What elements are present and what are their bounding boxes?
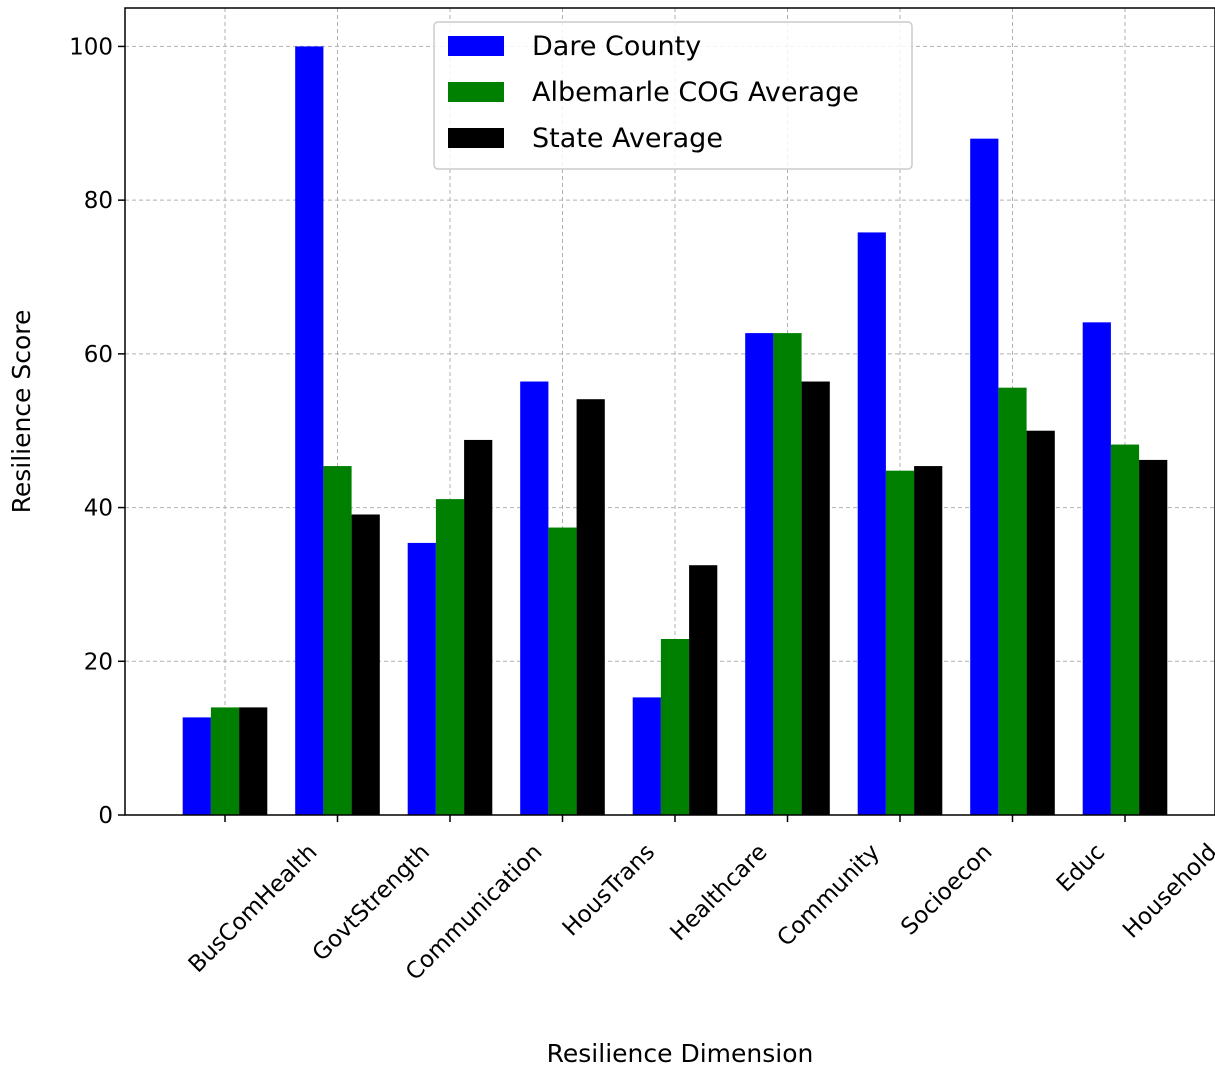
plot-frame <box>124 7 1215 816</box>
bar <box>885 470 915 815</box>
y-axis-label: Resilience Score <box>7 310 36 514</box>
x-tick-label: Educ <box>1052 839 1110 897</box>
x-tick-label: Healthcare <box>666 839 773 946</box>
bar <box>914 466 943 815</box>
bar <box>773 333 802 815</box>
y-tick-label: 100 <box>69 34 113 60</box>
legend-swatch <box>448 128 504 148</box>
bar <box>464 439 493 815</box>
legend-label: Dare County <box>532 31 701 62</box>
legend-label: Albemarle COG Average <box>532 77 859 108</box>
bar <box>1082 322 1111 815</box>
x-tick-label: HousTrans <box>558 839 660 941</box>
bar <box>182 717 211 815</box>
y-tick-label: 20 <box>84 649 113 675</box>
x-tick-label: BusComHealth <box>184 839 323 978</box>
x-tick-label: Household <box>1118 839 1215 943</box>
bar <box>970 138 999 815</box>
x-axis-label: Resilience Dimension <box>547 1039 814 1068</box>
bar <box>1110 444 1140 815</box>
legend-swatch <box>448 82 504 102</box>
bar <box>323 466 352 815</box>
legend-label: State Average <box>532 123 723 154</box>
bar <box>857 232 886 815</box>
bar <box>435 499 465 815</box>
bar <box>548 527 577 815</box>
bar <box>407 542 436 815</box>
legend-box <box>433 21 913 170</box>
bar <box>998 387 1027 815</box>
y-tick-label: 40 <box>84 496 113 522</box>
y-tick-label: 60 <box>84 342 113 368</box>
bar <box>660 638 690 815</box>
x-tick-label: GovtStrength <box>308 839 435 966</box>
legend: Dare County Albemarle COG Average State Av… <box>433 21 913 170</box>
bar <box>295 46 324 815</box>
y-axis-ticks: 0 20 40 60 80 100 <box>69 34 125 829</box>
bar <box>1139 459 1168 815</box>
x-tick-label: Socioecon <box>896 839 997 940</box>
bar <box>576 399 605 815</box>
bar <box>520 381 549 815</box>
bar <box>1026 430 1055 815</box>
x-tick-label: Community <box>773 839 886 952</box>
bar <box>210 707 240 815</box>
bar <box>632 697 661 815</box>
legend-swatch <box>448 36 504 56</box>
y-tick-label: 0 <box>98 803 113 829</box>
bars <box>182 46 1168 815</box>
bar <box>689 565 718 815</box>
bar <box>801 381 830 815</box>
bar <box>745 333 774 815</box>
bar <box>239 707 268 815</box>
bar <box>351 514 380 815</box>
y-tick-label: 80 <box>84 188 113 214</box>
